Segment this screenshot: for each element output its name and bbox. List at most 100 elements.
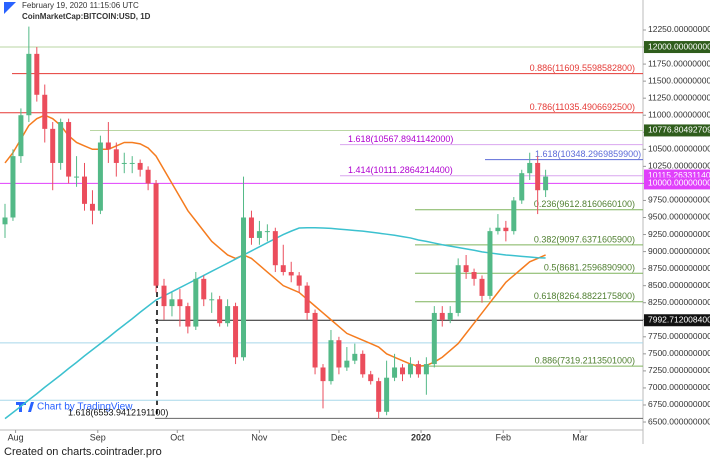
x-tick-label: Dec xyxy=(331,432,348,442)
candle-body xyxy=(511,200,517,232)
footer: Created on charts.cointrader.pro xyxy=(4,446,162,458)
candle-body xyxy=(217,299,223,324)
price-badge xyxy=(644,41,710,54)
y-tick-label: 8250.0000000000 xyxy=(648,297,710,307)
candle-body xyxy=(328,340,334,382)
candle-body xyxy=(543,176,549,191)
candle-body xyxy=(145,169,151,184)
candle-body xyxy=(312,312,318,368)
y-tick-label: 11000.0000000000 xyxy=(648,109,710,119)
candle-body xyxy=(527,162,533,174)
y-tick-label: 12250.0000000000 xyxy=(648,24,710,34)
y-tick-label: 11500.0000000000 xyxy=(648,75,710,85)
candle-body xyxy=(66,122,72,177)
tv-icon xyxy=(16,402,34,412)
y-tick-label: 10500.0000000000 xyxy=(648,144,710,154)
price-badge-label: 12000.0000000000 xyxy=(648,41,710,51)
price-badge xyxy=(644,314,710,327)
candle-body xyxy=(209,299,215,301)
y-tick-label: 11750.0000000000 xyxy=(648,58,710,68)
y-tick-label: 6750.0000000000 xyxy=(648,399,710,409)
level-label: 0.886(7319.2113501000) xyxy=(535,356,635,366)
candle-body xyxy=(431,312,437,365)
candle-body xyxy=(392,367,398,378)
y-tick-label: 9500.0000000000 xyxy=(648,212,710,222)
candle-body xyxy=(519,173,525,201)
y-tick-label: 7250.0000000000 xyxy=(648,365,710,375)
candle-body xyxy=(415,364,421,375)
candle-body xyxy=(137,162,143,170)
logo xyxy=(4,2,16,14)
candle-body xyxy=(233,306,239,358)
candle-body xyxy=(400,367,406,375)
candle-body xyxy=(272,231,278,266)
candle-body xyxy=(264,231,270,233)
candle-body xyxy=(288,272,294,276)
price-badge-label: 10000.0000000000 xyxy=(648,178,710,188)
candle-body xyxy=(82,176,88,204)
candle-body xyxy=(50,128,56,163)
candle-body xyxy=(74,176,80,178)
candle-body xyxy=(161,285,167,307)
candle-body xyxy=(121,162,127,164)
candle-body xyxy=(320,367,326,382)
candle-body xyxy=(97,142,103,211)
y-tick-label: 9000.0000000000 xyxy=(648,246,710,256)
candle-body xyxy=(344,360,350,368)
candle-body xyxy=(241,217,247,358)
candle-body xyxy=(185,306,191,327)
candle-body xyxy=(248,217,254,238)
candle-body xyxy=(89,203,95,211)
y-tick-label: 8750.0000000000 xyxy=(648,263,710,273)
moving-average xyxy=(4,114,546,367)
y-tick-label: 11250.0000000000 xyxy=(648,92,710,102)
price-badge xyxy=(644,177,710,190)
price-badge-label: 10776.8049270900 xyxy=(648,125,710,135)
candle-body xyxy=(304,285,310,313)
candle-body xyxy=(153,183,159,286)
candle-body xyxy=(58,122,64,163)
y-tick-label: 9250.0000000000 xyxy=(648,229,710,239)
candle-body xyxy=(336,340,342,368)
candle-body xyxy=(360,353,366,375)
x-tick-label: Oct xyxy=(170,432,185,442)
level-label: 1.414(10111.2864214400) xyxy=(348,165,453,175)
price-badge xyxy=(644,124,710,137)
level-label: 0.236(9612.8160660100) xyxy=(534,199,635,209)
x-tick-label: Mar xyxy=(572,432,588,442)
level-label: 0.5(8681.2596890900) xyxy=(544,263,635,273)
candle-body xyxy=(479,278,485,296)
candle-body xyxy=(463,265,469,273)
x-tick-label: Nov xyxy=(251,432,268,442)
candle-body xyxy=(495,227,501,232)
x-tick-label: 2020 xyxy=(411,432,431,442)
candle-body xyxy=(169,299,175,307)
candle-body xyxy=(129,162,135,164)
candle-body xyxy=(193,278,199,327)
candle-body xyxy=(487,231,493,296)
y-tick-label: 10250.0000000000 xyxy=(648,161,710,171)
x-tick-label: Sep xyxy=(90,432,106,442)
candle-body xyxy=(296,275,302,286)
candle-body xyxy=(105,142,111,150)
level-label: 1.618(10567.8941142000) xyxy=(348,134,453,144)
candle-body xyxy=(177,299,183,307)
candle-body xyxy=(368,374,374,382)
level-label: 1.618(6553.9412191100) xyxy=(68,408,168,418)
candle-body xyxy=(447,312,453,320)
candle-body xyxy=(225,306,231,324)
y-tick-label: 9750.0000000000 xyxy=(648,195,710,205)
candle-body xyxy=(535,162,541,191)
candle-body xyxy=(471,272,477,279)
candle-body xyxy=(407,364,413,375)
timestamp: February 19, 2020 11:15:06 UTC xyxy=(22,1,139,10)
y-tick-label: 8500.0000000000 xyxy=(648,280,710,290)
candle-body xyxy=(34,53,40,95)
candle-body xyxy=(376,381,382,412)
symbol: CoinMarketCap:BITCOIN:USD, 1D xyxy=(22,12,151,21)
candle-body xyxy=(503,227,509,232)
candle-body xyxy=(113,149,119,163)
candle-body xyxy=(455,265,461,313)
x-tick-label: Feb xyxy=(495,432,511,442)
